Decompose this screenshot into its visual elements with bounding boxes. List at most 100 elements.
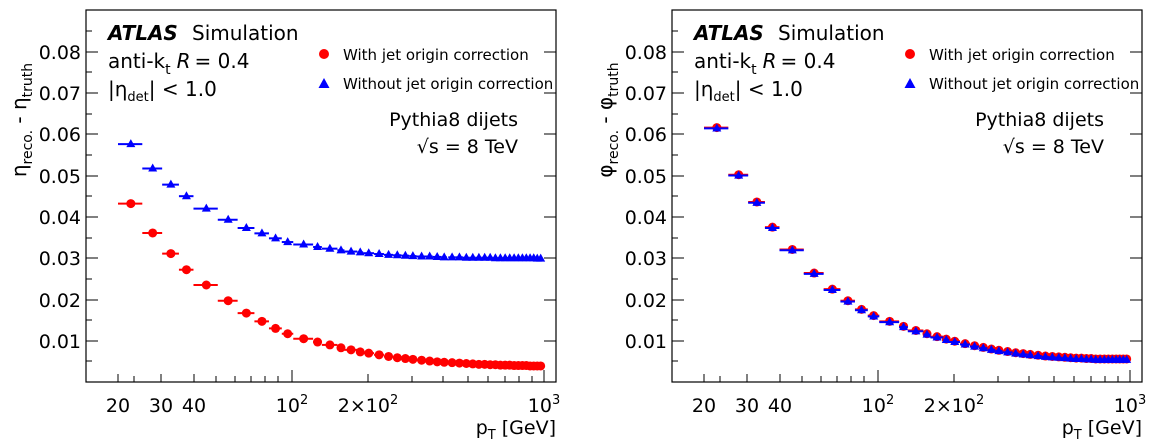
right-algo-sub: t xyxy=(751,62,757,78)
left-legend-marker-circle xyxy=(319,49,329,59)
left-without-correction-point xyxy=(432,251,442,260)
right-without-correction-point xyxy=(1040,351,1050,360)
right-without-correction-point xyxy=(1066,353,1076,362)
right-atlas-label: ATLAS xyxy=(692,21,764,45)
left-without-correction-point xyxy=(400,250,410,259)
left-without-correction-point xyxy=(417,251,427,260)
left-x-tick-label-100-exp: 2 xyxy=(300,393,308,408)
left-eta-close: | < 1.0 xyxy=(149,77,217,101)
left-with-correction-point xyxy=(447,358,457,368)
left-with-correction-point xyxy=(355,347,365,357)
left-with-correction-point xyxy=(271,323,281,333)
left-eta-cut-label: |ηdet| < 1.0 xyxy=(108,77,217,105)
right-x-title-sub: T xyxy=(1073,428,1082,440)
left-x-title-sub: T xyxy=(487,428,496,440)
left-atlas-label: ATLAS xyxy=(106,21,178,45)
left-y-axis-title: ηreco. - ηtruth xyxy=(7,63,36,177)
left-without-correction-point xyxy=(271,233,281,242)
right-without-correction-point xyxy=(1011,348,1021,357)
right-y-title-sep: - xyxy=(593,110,617,130)
left-x-axis: 20 30 40 102 2×102 103 xyxy=(106,370,560,417)
left-without-correction-point xyxy=(346,246,356,255)
left-with-correction-point xyxy=(454,358,464,368)
right-data-marks xyxy=(704,123,1132,364)
right-generator-label: Pythia8 dijets xyxy=(975,109,1104,131)
left-without-correction-point xyxy=(536,253,546,262)
left-without-correction-point xyxy=(408,251,418,260)
right-x-tick-label-200-base: 2×10 xyxy=(924,395,976,417)
left-with-correction-point xyxy=(432,357,442,367)
right-without-correction-point xyxy=(932,332,942,341)
left-legend-entry-with: With jet origin correction xyxy=(343,46,529,64)
left-chart-panel: 0.01 0.02 0.03 0.04 0.05 0.06 0.07 0.08 xyxy=(7,9,560,440)
right-chart-panel: 0.01 0.02 0.03 0.04 0.05 0.06 0.07 0.08 xyxy=(593,9,1146,440)
right-y-tick-label: 0.04 xyxy=(625,207,667,229)
right-eta-cut-label: |ηdet| < 1.0 xyxy=(694,77,803,105)
right-legend-marker-circle xyxy=(905,49,915,59)
left-x-tick-label-200: 2×102 xyxy=(338,393,398,417)
left-with-correction-point xyxy=(461,358,471,368)
left-with-correction-point xyxy=(201,280,211,290)
right-without-correction-point xyxy=(950,337,960,346)
right-without-correction-point xyxy=(712,123,722,132)
right-without-correction-point xyxy=(970,341,980,350)
left-without-correction-point xyxy=(241,223,251,232)
left-y-title-main2: η xyxy=(7,97,31,110)
right-without-correction-point xyxy=(1033,351,1043,360)
left-without-correction-point xyxy=(166,179,176,188)
right-y-tick-label: 0.01 xyxy=(625,331,667,353)
left-with-correction-point xyxy=(166,249,176,259)
right-x-tick-label-30: 30 xyxy=(735,395,759,417)
right-x-tick-label-1000-exp: 3 xyxy=(1138,393,1146,408)
left-with-correction-point xyxy=(346,345,356,355)
left-without-correction-point xyxy=(126,139,136,148)
left-x-tick-label-1000-exp: 3 xyxy=(552,393,560,408)
left-y-tick-label: 0.02 xyxy=(39,290,81,312)
left-x-tick-label-20: 20 xyxy=(106,395,130,417)
left-with-correction-point xyxy=(126,199,136,209)
right-without-correction-point xyxy=(1060,353,1070,362)
left-eta-open: |η xyxy=(108,77,127,101)
left-with-correction-point xyxy=(400,354,410,364)
right-without-correction-point xyxy=(899,322,909,331)
right-legend-marker-triangle xyxy=(904,78,916,88)
right-without-correction-point xyxy=(1047,352,1057,361)
right-eta-close: | < 1.0 xyxy=(735,77,803,101)
right-x-axis-title: pT [GeV] xyxy=(1062,417,1142,440)
left-without-correction-point xyxy=(447,252,457,261)
left-algorithm-label: anti-kt R = 0.4 xyxy=(108,49,249,78)
left-with-correction-point xyxy=(283,329,293,339)
right-without-correction-point xyxy=(1025,350,1035,359)
left-without-correction-point xyxy=(181,191,191,200)
left-x-axis-title: pT [GeV] xyxy=(476,417,556,440)
left-with-correction-point xyxy=(181,265,191,275)
left-x-title-rest: [GeV] xyxy=(496,417,556,439)
left-data-marks xyxy=(118,139,546,371)
left-without-correction-point xyxy=(299,239,309,248)
left-with-correction-point xyxy=(425,356,435,366)
right-eta-open: |η xyxy=(694,77,713,101)
left-with-correction-point xyxy=(336,343,346,353)
right-x-title-main: p xyxy=(1062,417,1074,439)
left-y-tick-label: 0.01 xyxy=(39,331,81,353)
right-without-correction-point xyxy=(911,326,921,335)
left-algo-val: = 0.4 xyxy=(195,49,250,73)
right-legend: With jet origin correction Without jet o… xyxy=(904,46,1139,93)
left-without-correction-point xyxy=(201,203,211,212)
right-y-title-main: φ xyxy=(593,164,617,177)
left-y-tick-label: 0.04 xyxy=(39,207,81,229)
left-y-tick-label: 0.06 xyxy=(39,124,81,146)
right-algorithm-label: anti-kt R = 0.4 xyxy=(694,49,835,78)
left-without-correction-point xyxy=(374,249,384,258)
right-x-tick-label-100-base: 10 xyxy=(862,395,886,417)
right-y-tick-label: 0.05 xyxy=(625,166,667,188)
right-algo-val: = 0.4 xyxy=(781,49,836,73)
left-x-tick-label-30: 30 xyxy=(149,395,173,417)
right-without-correction-point xyxy=(978,343,988,352)
right-without-correction-point xyxy=(994,346,1004,355)
left-without-correction-point xyxy=(355,247,365,256)
left-without-correction-point xyxy=(336,245,346,254)
left-without-correction-point xyxy=(474,252,484,261)
left-simulation-label: Simulation xyxy=(192,21,299,45)
